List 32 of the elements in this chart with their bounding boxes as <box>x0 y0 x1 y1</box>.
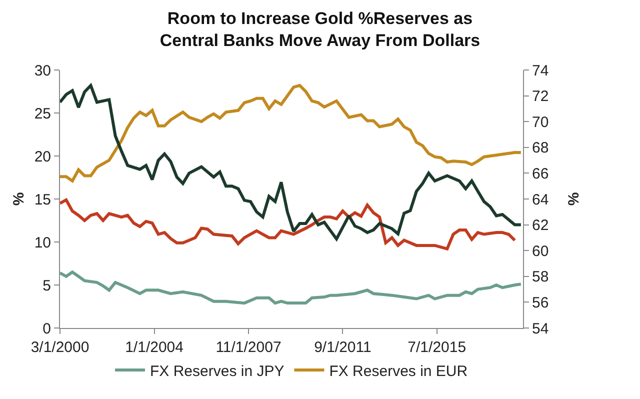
y-tick-label: 30 <box>34 62 51 80</box>
y2-tick-label: 60 <box>532 242 549 260</box>
y2-tick-label: 72 <box>532 88 549 106</box>
y-tick-label: 5 <box>42 277 51 294</box>
y2-tick-label: 74 <box>532 62 549 80</box>
y2-tick-label: 58 <box>532 268 549 286</box>
y2-tick-label: 54 <box>532 320 549 338</box>
legend-label: FX Reserves in JPY <box>150 362 284 380</box>
line-series <box>60 84 522 182</box>
x-tick-label: 11/1/2007 <box>216 339 282 356</box>
y2-tick-label: 70 <box>532 114 549 131</box>
line-series <box>60 84 522 240</box>
x-tick-label: 9/1/2011 <box>314 339 372 356</box>
y-tick-label: 15 <box>34 191 51 208</box>
y-tick-label: 0 <box>42 320 51 338</box>
y2-tick-label: 68 <box>532 140 549 157</box>
line-series <box>60 270 522 305</box>
y2-tick-label: 66 <box>532 165 549 182</box>
y2-tick-label: 56 <box>532 294 549 312</box>
y2-axis-title: % <box>566 192 583 206</box>
legend-label: FX Reserves in EUR <box>329 362 468 380</box>
x-tick-label: 3/1/2000 <box>30 339 90 356</box>
x-tick-label: 1/1/2004 <box>125 339 184 356</box>
y-tick-label: 20 <box>34 148 51 166</box>
x-tick-label: 7/1/2015 <box>408 339 466 356</box>
y2-tick-label: 62 <box>532 217 549 234</box>
y-tick-label: 10 <box>34 234 51 252</box>
y2-tick-label: 64 <box>532 191 549 208</box>
y-axis-title: % <box>10 192 28 206</box>
chart-title: Room to Increase Gold %Reserves as Central Banks Move Away From Dollars <box>160 8 480 50</box>
y-tick-label: 25 <box>34 105 51 122</box>
line-series <box>60 198 516 250</box>
